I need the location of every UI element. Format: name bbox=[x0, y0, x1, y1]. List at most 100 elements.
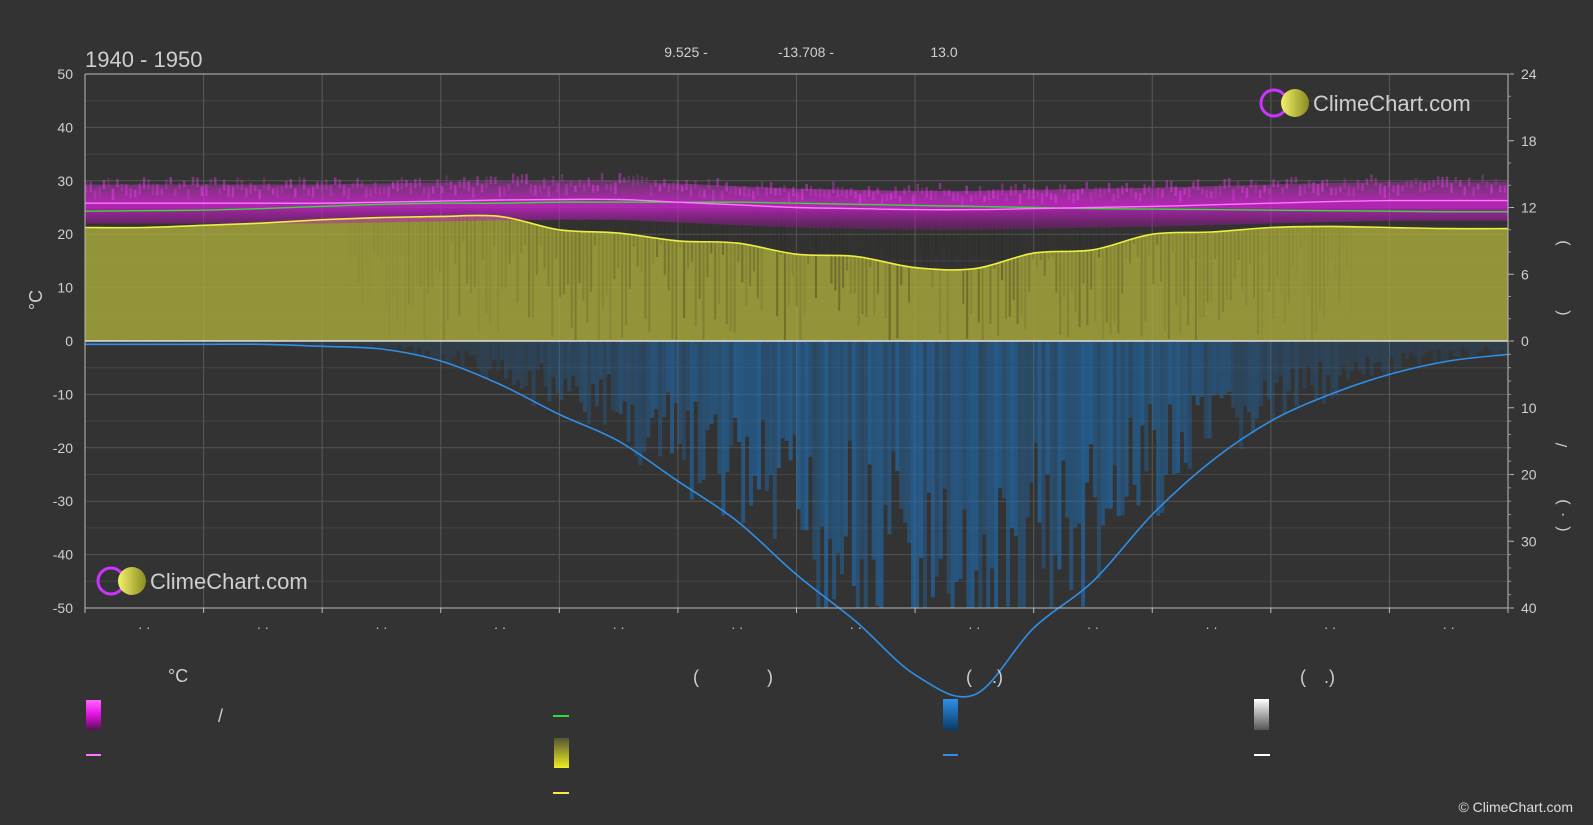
sunshine-cloud-streak bbox=[706, 215, 709, 278]
temperature-range-noise bbox=[116, 178, 119, 188]
temperature-range-noise bbox=[462, 176, 466, 189]
precipitation-bar bbox=[274, 341, 279, 344]
precipitation-bar bbox=[191, 341, 196, 345]
temperature-range-noise bbox=[880, 194, 884, 205]
sunshine-cloud-streak bbox=[1059, 225, 1062, 335]
precipitation-bar bbox=[1247, 341, 1252, 413]
temperature-range-noise bbox=[405, 179, 408, 188]
precipitation-bar bbox=[1037, 341, 1042, 523]
temperature-range-noise bbox=[1436, 176, 1440, 185]
sunshine-cloud-streak bbox=[380, 216, 383, 262]
sunshine-cloud-streak bbox=[787, 220, 790, 306]
sunshine-cloud-streak bbox=[780, 210, 783, 255]
sunshine-cloud-streak bbox=[1090, 225, 1093, 290]
precipitation-bar bbox=[899, 341, 904, 509]
precipitation-bar bbox=[847, 341, 852, 441]
precipitation-bar bbox=[816, 341, 821, 608]
sunshine-cloud-streak bbox=[1156, 219, 1159, 245]
sunshine-cloud-streak bbox=[652, 214, 655, 264]
temperature-range-noise bbox=[1472, 187, 1475, 197]
precipitation-bar bbox=[1164, 341, 1169, 475]
sunshine-cloud-streak bbox=[1315, 219, 1318, 334]
temperature-range-noise bbox=[654, 179, 657, 187]
temperature-range-noise bbox=[369, 188, 373, 197]
precipitation-bar bbox=[1468, 341, 1473, 358]
sunshine-cloud-streak bbox=[803, 218, 806, 316]
precipitation-bar bbox=[1207, 341, 1212, 439]
sunshine-cloud-streak bbox=[721, 213, 724, 255]
temperature-range-noise bbox=[231, 186, 235, 198]
sunshine-cloud-streak bbox=[586, 217, 589, 323]
temperature-range-noise bbox=[1325, 179, 1329, 187]
precipitation-bar bbox=[334, 341, 339, 345]
precipitation-bar bbox=[270, 341, 275, 345]
precipitation-bar bbox=[792, 341, 797, 435]
precipitation-bar bbox=[314, 341, 319, 346]
temperature-range-noise bbox=[200, 186, 204, 197]
temperature-range-noise bbox=[356, 178, 359, 188]
sunshine-cloud-streak bbox=[1245, 220, 1248, 307]
precipitation-bar bbox=[1318, 341, 1323, 363]
x-tick-label: · · bbox=[850, 620, 862, 635]
sunshine-cloud-streak bbox=[873, 215, 876, 316]
precipitation-bar bbox=[262, 341, 267, 343]
temperature-range-noise bbox=[627, 175, 631, 183]
precipitation-bar bbox=[1306, 341, 1311, 367]
precipitation-bar bbox=[1488, 341, 1493, 351]
precipitation-bar bbox=[460, 341, 465, 371]
sunshine-cloud-streak bbox=[908, 216, 911, 303]
precipitation-bar bbox=[207, 341, 212, 344]
sunshine-cloud-streak bbox=[419, 218, 422, 287]
precipitation-bar bbox=[456, 341, 461, 351]
temperature-range-noise bbox=[809, 185, 813, 195]
sunshine-cloud-streak bbox=[1241, 226, 1244, 291]
right-tick-label: 30 bbox=[1521, 533, 1537, 549]
sunshine-cloud-streak bbox=[919, 223, 922, 250]
sunshine-cloud-streak bbox=[1256, 218, 1259, 335]
temperature-range-noise bbox=[218, 188, 221, 195]
header-value-3: 13.0 bbox=[930, 44, 957, 60]
precipitation-bar bbox=[1424, 341, 1429, 353]
sunshine-cloud-streak bbox=[973, 217, 976, 257]
sunshine-cloud-streak bbox=[896, 219, 899, 339]
precipitation-bar bbox=[1223, 341, 1228, 394]
precipitation-bar bbox=[1100, 341, 1105, 526]
temperature-range-noise bbox=[1001, 183, 1004, 196]
temperature-range-noise bbox=[378, 187, 381, 195]
temperature-range-noise bbox=[578, 179, 582, 188]
precipitation-bar bbox=[590, 341, 595, 384]
precipitation-bar bbox=[922, 341, 927, 608]
temperature-range-noise bbox=[1263, 185, 1266, 193]
precipitation-bar bbox=[377, 341, 382, 349]
temperature-range-noise bbox=[1285, 178, 1289, 189]
precipitation-bar bbox=[543, 341, 548, 388]
temperature-range-noise bbox=[965, 185, 968, 194]
precipitation-bar bbox=[405, 341, 410, 348]
temperature-range-noise bbox=[347, 187, 350, 199]
temperature-range-noise bbox=[498, 186, 502, 198]
temperature-range-noise bbox=[600, 173, 604, 181]
sunshine-cloud-streak bbox=[981, 223, 984, 347]
sunshine-cloud-streak bbox=[1350, 224, 1352, 313]
temperature-range-noise bbox=[476, 176, 479, 186]
precipitation-bar bbox=[800, 341, 805, 530]
sunshine-cloud-streak bbox=[1229, 219, 1232, 301]
temperature-range-noise bbox=[1018, 193, 1022, 205]
precipitation-bar bbox=[227, 341, 232, 344]
temperature-range-noise bbox=[774, 188, 777, 196]
sunshine-cloud-streak bbox=[997, 214, 1000, 336]
temperature-range-noise bbox=[680, 185, 684, 192]
sunshine-cloud-streak bbox=[1291, 220, 1294, 269]
precipitation-bar bbox=[1045, 341, 1050, 475]
sunshine-cloud-streak bbox=[1121, 222, 1124, 294]
precipitation-bar bbox=[1199, 341, 1204, 398]
temperature-range-noise bbox=[1450, 182, 1453, 194]
temperature-range-noise bbox=[1414, 177, 1418, 185]
temperature-range-noise bbox=[1178, 190, 1182, 202]
precipitation-bar bbox=[1381, 341, 1386, 373]
precipitation-bar bbox=[954, 341, 959, 583]
sunshine-cloud-streak bbox=[346, 219, 348, 294]
temperature-range-noise bbox=[307, 187, 310, 196]
precipitation-bar bbox=[1353, 341, 1358, 362]
temperature-range-noise bbox=[734, 186, 737, 196]
